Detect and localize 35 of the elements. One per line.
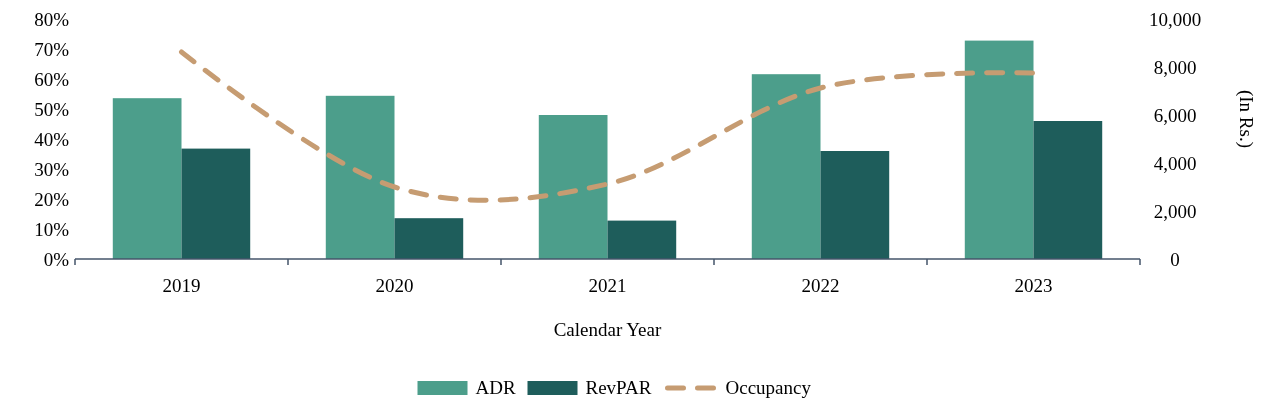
y-tick-label: 40% bbox=[34, 128, 70, 150]
bar bbox=[538, 115, 608, 259]
y2-tick-label: 4,000 bbox=[1153, 152, 1197, 174]
x-axis-title: Calendar Year bbox=[553, 319, 662, 340]
y-tick-label: 30% bbox=[34, 158, 70, 180]
bar bbox=[964, 40, 1034, 259]
legend-label: RevPAR bbox=[585, 377, 652, 398]
bar bbox=[751, 74, 821, 259]
bar bbox=[820, 151, 890, 259]
x-tick-label: 2021 bbox=[588, 275, 627, 296]
x-tick-label: 2020 bbox=[375, 275, 414, 296]
legend-label: ADR bbox=[475, 377, 516, 398]
y2-axis-title: (In Rs.) bbox=[1235, 89, 1257, 149]
bar bbox=[325, 95, 395, 259]
y2-tick-label: 6,000 bbox=[1153, 104, 1197, 126]
bar bbox=[181, 148, 251, 259]
y2-tick-label: 2,000 bbox=[1153, 200, 1197, 222]
y-tick-label: 60% bbox=[34, 68, 70, 90]
bar bbox=[1033, 121, 1103, 259]
bar bbox=[394, 218, 464, 259]
y2-tick-label: 0 bbox=[1170, 248, 1180, 270]
x-tick-label: 2022 bbox=[801, 275, 840, 296]
bar bbox=[112, 98, 182, 259]
y-tick-label: 70% bbox=[34, 38, 70, 60]
x-tick-label: 2019 bbox=[162, 275, 201, 296]
y-tick-label: 0% bbox=[43, 248, 70, 270]
y-tick-label: 50% bbox=[34, 98, 70, 120]
y-tick-label: 10% bbox=[34, 218, 70, 240]
y2-tick-label: 8,000 bbox=[1153, 56, 1197, 78]
x-tick-label: 2023 bbox=[1014, 275, 1053, 296]
y-tick-label: 80% bbox=[34, 8, 70, 30]
bar bbox=[607, 220, 677, 259]
legend-label: Occupancy bbox=[725, 377, 812, 398]
y-tick-label: 20% bbox=[34, 188, 70, 210]
y2-tick-label: 10,000 bbox=[1148, 8, 1202, 30]
